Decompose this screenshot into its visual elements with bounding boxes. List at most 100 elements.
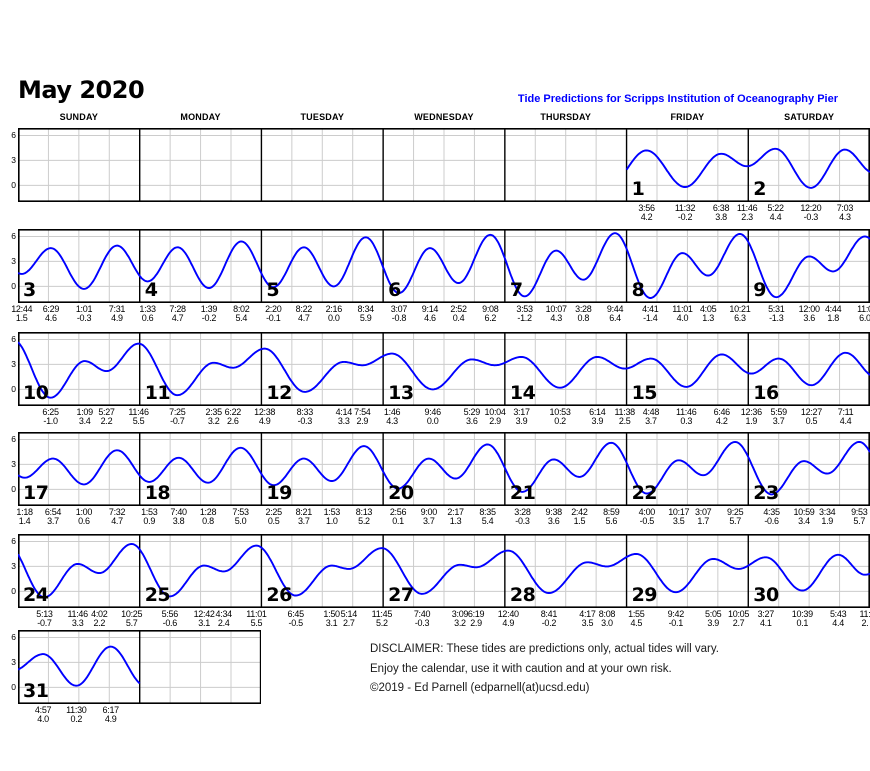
tide-time: 2:16 (325, 304, 343, 314)
tide-height: 2.7 (342, 618, 355, 628)
tide-height: 3.6 (465, 416, 478, 426)
tide-entry-day19-3: 1:53 1.0 (324, 508, 341, 526)
tide-height: -0.5 (639, 516, 655, 526)
tide-entry-day2-2: 12:20 -0.3 (800, 204, 821, 222)
tide-entry-day24-1: 5:13 -0.7 (36, 609, 53, 628)
tide-height: 2.2 (100, 416, 113, 426)
tide-time: 5:13 (36, 609, 53, 619)
tide-entry-day8-1: 4:41 -1.4 (642, 305, 659, 323)
tide-height: 0.8 (202, 516, 214, 526)
tide-entry-day1-3: 6:38 3.8 (712, 203, 730, 222)
day-number-15: 15 (631, 382, 658, 404)
tide-height: 4.4 (769, 212, 782, 222)
tide-entry-day16-4: 7:11 4.4 (838, 408, 854, 426)
y-axis-tick-6: 6 (11, 535, 16, 546)
tide-time: 4:57 (34, 705, 52, 715)
tide-entry-day18-3: 1:28 0.8 (200, 508, 217, 526)
tide-time: 6:29 (42, 304, 60, 314)
tide-height: 4.4 (832, 618, 844, 628)
tide-time: 8:34 (357, 304, 375, 314)
tide-time: 6:22 (224, 407, 242, 417)
tide-height: 3.0 (601, 618, 613, 628)
tide-height: -0.3 (76, 313, 92, 323)
tide-time: 11:32 (674, 203, 696, 213)
tide-entry-day7-4: 9:44 6.4 (607, 305, 624, 323)
tide-entry-day9-1: 5:31 -1.3 (768, 305, 785, 323)
tide-time: 5:59 (770, 407, 787, 417)
tide-height: 4.2 (640, 212, 653, 222)
day-number-10: 10 (23, 382, 49, 404)
tide-entry-day20-1: 2:56 0.1 (390, 508, 407, 526)
tide-time: 5:43 (829, 609, 847, 619)
tide-height: 6.2 (484, 313, 497, 323)
tide-entry-day7-1: 3:53 -1.2 (516, 304, 533, 323)
tide-height: 3.8 (715, 212, 727, 222)
tide-height: 5.5 (250, 618, 263, 628)
tide-height: 1.5 (573, 516, 586, 526)
day-number-8: 8 (631, 279, 645, 301)
tide-entry-day10-2: 1:09 3.4 (76, 407, 94, 426)
calendar-subtitle: Tide Predictions for Scripps Institution… (517, 93, 838, 105)
tide-time: 1:18 (16, 507, 33, 517)
tide-time: 12:27 (800, 407, 822, 417)
tide-time: 4:05 (699, 304, 717, 314)
tide-height: 3.2 (454, 618, 466, 628)
tide-entry-day3-2: 6:29 4.6 (42, 304, 60, 323)
tide-time: 3:53 (516, 304, 533, 314)
week-4-tide-chart (18, 432, 870, 506)
tide-entry-day18-4: 7:53 5.0 (232, 508, 249, 526)
tide-entry-day26-3: 5:14 2.7 (341, 610, 358, 628)
tide-time: 10:07 (545, 304, 567, 314)
tide-time: 2:17 (447, 507, 464, 517)
tide-time: 1:33 (139, 304, 156, 314)
tide-height: 4.7 (171, 313, 184, 323)
tide-height: 4.3 (386, 416, 398, 426)
tide-time: 6:38 (712, 203, 730, 213)
tide-entry-day19-4: 8:13 5.2 (356, 508, 373, 526)
tide-entry-day26-1: 6:45 -0.5 (287, 610, 304, 628)
tide-height: 2.3 (741, 212, 753, 222)
tide-height: -1.3 (769, 313, 784, 323)
tide-entry-day15-3: 6:46 4.2 (714, 408, 731, 426)
tide-curve-week-2 (18, 232, 870, 299)
tide-entry-day19-2: 8:21 3.7 (296, 508, 313, 526)
y-axis-tick-6: 6 (11, 333, 16, 344)
tide-time: 1:00 (75, 507, 93, 517)
tide-time: 9:38 (545, 507, 563, 517)
tide-entry-day29-4: 10:05 2.7 (728, 610, 749, 628)
tide-time: 8:35 (479, 507, 496, 517)
tide-height: 3.7 (47, 516, 59, 526)
tide-entry-day23-1: 4:35 -0.6 (763, 508, 780, 526)
tide-entry-day28-4: 8:08 3.0 (599, 610, 616, 628)
tide-time: 1:50 (323, 609, 340, 619)
tide-entry-day25-1: 5:56 -0.6 (162, 610, 179, 628)
tide-time: 3:07 (695, 507, 712, 517)
tide-entry-day1-2: 11:32 -0.2 (674, 203, 696, 222)
tide-entry-day5-4: 8:34 5.9 (357, 304, 375, 323)
y-axis-tick-3: 3 (11, 458, 16, 469)
day-number-13: 13 (388, 382, 414, 404)
tide-entry-day8-2: 11:01 4.0 (672, 305, 693, 323)
tide-entry-day26-2: 1:50 3.1 (323, 609, 340, 628)
tide-time: 9:14 (421, 304, 439, 314)
tide-time: 6:17 (102, 705, 120, 715)
tide-entry-day6-4: 9:08 6.2 (482, 305, 499, 323)
y-axis-tick-3: 3 (11, 154, 16, 165)
tide-entry-day6-1: 3:07 -0.8 (391, 305, 408, 323)
tide-entry-day29-3: 5:05 3.9 (705, 610, 722, 628)
tide-height: 4.9 (258, 416, 271, 426)
tide-height: -0.2 (541, 618, 557, 628)
tide-time: 10:25 (121, 609, 143, 619)
tide-entry-day12-1: 12:38 4.9 (254, 408, 275, 426)
tide-entry-day8-4: 10:21 6.3 (729, 305, 750, 323)
tide-time: 7:32 (108, 507, 126, 517)
tide-time: 1:09 (76, 407, 94, 417)
tide-entry-day15-2: 11:46 0.3 (676, 408, 697, 426)
tide-time: 6:19 (467, 609, 485, 619)
tide-height: -0.3 (803, 212, 819, 222)
tide-time: 7:25 (169, 407, 186, 417)
tide-time: 12:42 (193, 609, 215, 619)
tide-height: 5.2 (376, 618, 388, 628)
tide-height: 5.7 (853, 516, 866, 526)
tide-time: 7:03 (836, 203, 854, 213)
